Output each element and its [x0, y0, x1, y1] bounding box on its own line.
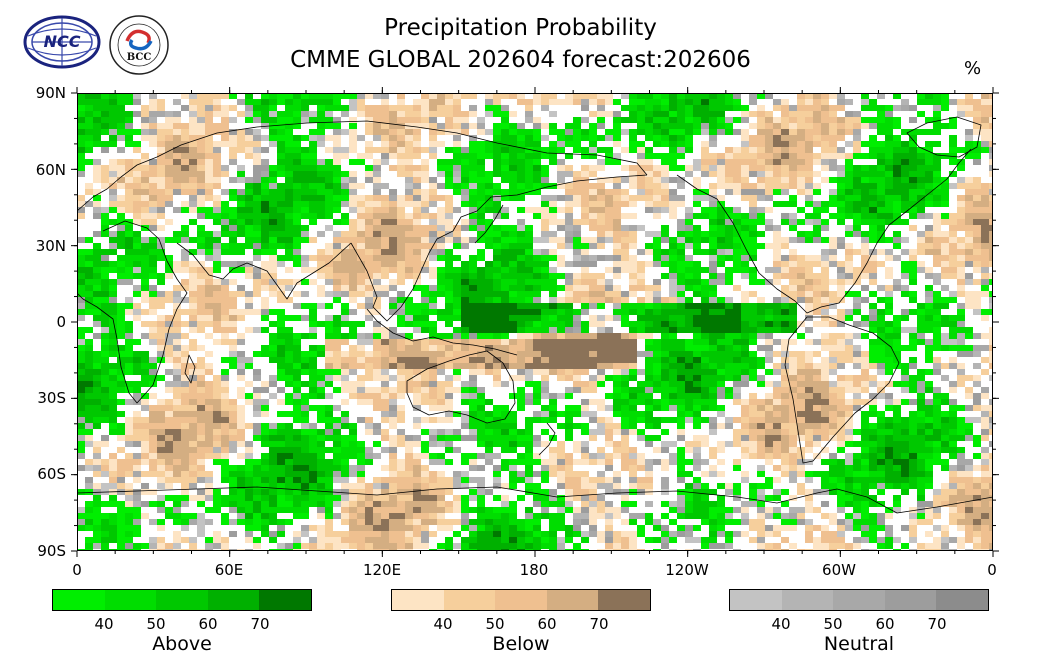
coast-arabia-india	[176, 242, 352, 300]
legend-above: 40 50 60 70 Above	[52, 589, 312, 655]
colorbar-segment	[546, 590, 599, 610]
colorbar-segment	[443, 590, 496, 610]
colorbar-segment	[53, 590, 105, 610]
colorbar-tick: 50	[485, 615, 505, 633]
colorbar-tick: 40	[771, 615, 791, 633]
colorbar-segment	[495, 590, 547, 610]
lat-label-90n: 90N	[35, 84, 66, 102]
colorbar-segment	[833, 590, 885, 610]
coast-australia	[406, 350, 516, 424]
ncc-logo: NCC	[23, 15, 101, 69]
colorbar-segment	[781, 590, 834, 610]
lat-label-30n: 30N	[35, 237, 66, 255]
lat-label-eq: 0	[56, 313, 66, 331]
lon-label-60w: 60W	[822, 561, 856, 579]
colorbar-above	[52, 589, 312, 611]
colorbar-neutral	[729, 589, 989, 611]
coast-north-america	[676, 148, 972, 314]
coast-africa	[77, 220, 188, 404]
lon-label-60e: 60E	[214, 561, 244, 579]
colorbar-tick: 60	[875, 615, 895, 633]
coast-madagascar	[184, 354, 196, 384]
colorbar-tick: 50	[823, 615, 843, 633]
lon-label-360: 0	[987, 561, 997, 579]
lat-label-60n: 60N	[35, 161, 66, 179]
lon-label-120e: 120E	[362, 561, 402, 579]
colorbar-segment	[598, 590, 650, 610]
colorbar-tick: 70	[927, 615, 947, 633]
chart-title: Precipitation Probability	[384, 15, 657, 41]
coast-east-asia	[350, 174, 648, 322]
lat-label-60s: 60S	[37, 465, 66, 483]
svg-text:NCC: NCC	[44, 32, 81, 51]
colorbar-tick: 70	[589, 615, 609, 633]
colorbar-below	[391, 589, 651, 611]
colorbar-tick: 60	[537, 615, 557, 633]
legend-title-neutral: Neutral	[823, 633, 895, 655]
lat-label-90s: 90S	[37, 542, 66, 560]
coast-indonesia	[366, 308, 518, 356]
colorbar-tick: 60	[198, 615, 218, 633]
unit-label: %	[964, 58, 982, 79]
colorbar-segment	[884, 590, 937, 610]
colorbar-tick: 70	[250, 615, 270, 633]
lon-label-0: 0	[72, 561, 82, 579]
legend-neutral: 40 50 60 70 Neutral	[729, 589, 989, 655]
coast-greenland	[906, 116, 982, 158]
chart-subtitle: CMME GLOBAL 202604 forecast:202606	[290, 47, 751, 73]
bcc-logo: BCC	[109, 15, 169, 75]
coast-japan	[474, 204, 504, 244]
legend-title-below: Below	[492, 633, 550, 655]
coast-new-zealand	[538, 422, 556, 456]
legend-below: 40 50 60 70 Below	[391, 589, 651, 655]
colorbar-segment	[936, 590, 988, 610]
probability-field	[77, 93, 993, 551]
coast-antarctica	[77, 486, 993, 514]
colorbar-tick: 40	[433, 615, 453, 633]
map-frame	[77, 93, 993, 551]
coast-eurasia	[77, 120, 648, 212]
colorbar-segment	[207, 590, 260, 610]
lon-label-120w: 120W	[665, 561, 709, 579]
colorbar-tick: 40	[94, 615, 114, 633]
lat-label-30s: 30S	[37, 389, 66, 407]
colorbar-tick: 50	[146, 615, 166, 633]
colorbar-segment	[392, 590, 444, 610]
lon-label-180: 180	[519, 561, 549, 579]
colorbar-segment	[156, 590, 208, 610]
probability-map	[77, 93, 993, 551]
coastlines	[77, 116, 993, 514]
colorbar-segment	[730, 590, 782, 610]
legend-title-above: Above	[152, 633, 212, 655]
colorbar-segment	[259, 590, 311, 610]
colorbar-segment	[104, 590, 157, 610]
coast-south-america	[784, 316, 900, 464]
svg-text:BCC: BCC	[127, 52, 152, 63]
